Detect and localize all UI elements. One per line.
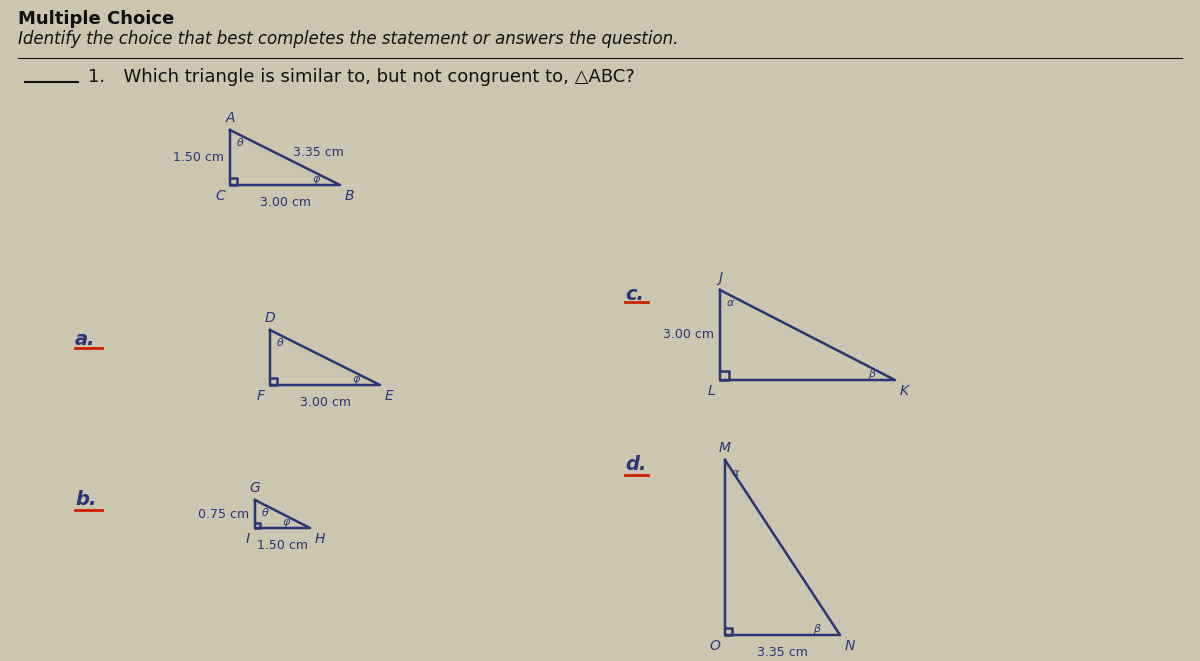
Text: 3.35 cm: 3.35 cm [293,146,344,159]
Text: D: D [265,311,275,325]
Text: a.: a. [74,330,96,349]
Text: α: α [727,298,734,308]
Text: L: L [707,384,715,398]
Text: α: α [732,468,739,478]
Text: 3.00 cm: 3.00 cm [259,196,311,209]
Text: 0.75 cm: 0.75 cm [198,508,250,520]
Text: Which triangle is similar to, but not congruent to, △ABC?: Which triangle is similar to, but not co… [112,68,635,86]
Text: G: G [250,481,260,495]
Text: 1.: 1. [88,68,106,86]
Text: B: B [346,189,354,203]
Text: E: E [385,389,394,403]
Text: H: H [314,532,325,546]
Text: Identify the choice that best completes the statement or answers the question.: Identify the choice that best completes … [18,30,678,48]
Text: d.: d. [625,455,647,474]
Text: K: K [900,384,910,398]
Text: θ: θ [277,338,283,348]
Text: M: M [719,441,731,455]
Text: φ: φ [353,374,360,384]
Text: b.: b. [74,490,96,509]
Text: Multiple Choice: Multiple Choice [18,10,174,28]
Text: A: A [226,111,235,125]
Text: c.: c. [625,285,644,304]
Text: 3.35 cm: 3.35 cm [757,646,808,659]
Text: 1.50 cm: 1.50 cm [257,539,308,552]
Text: I: I [246,532,250,546]
Text: J: J [718,271,722,285]
Text: 3.00 cm: 3.00 cm [300,396,350,409]
Text: 1.50 cm: 1.50 cm [173,151,224,164]
Text: O: O [709,639,720,653]
Text: φ: φ [283,517,290,527]
Text: F: F [257,389,265,403]
Text: β: β [812,624,820,634]
Text: θ: θ [238,138,244,148]
Text: φ: φ [313,174,320,184]
Text: C: C [215,189,226,203]
Text: β: β [868,369,875,379]
Text: N: N [845,639,856,653]
Text: θ: θ [262,508,269,518]
Text: 3.00 cm: 3.00 cm [662,329,714,342]
